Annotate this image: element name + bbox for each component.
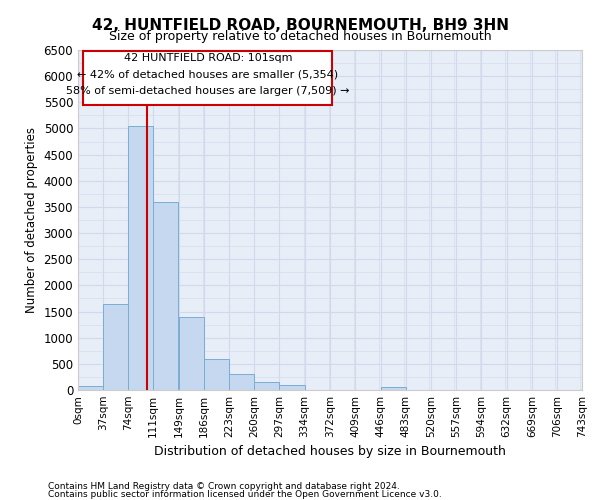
Text: 58% of semi-detached houses are larger (7,509) →: 58% of semi-detached houses are larger (…: [66, 86, 350, 96]
Text: Size of property relative to detached houses in Bournemouth: Size of property relative to detached ho…: [109, 30, 491, 43]
Bar: [179, 317, 204, 390]
Bar: [103, 304, 128, 390]
Bar: [254, 382, 280, 390]
Bar: [153, 202, 178, 390]
Bar: [229, 374, 254, 390]
Y-axis label: Number of detached properties: Number of detached properties: [25, 127, 38, 313]
FancyBboxPatch shape: [83, 51, 332, 105]
Bar: [128, 126, 153, 390]
Bar: [204, 358, 229, 390]
Text: Contains public sector information licensed under the Open Government Licence v3: Contains public sector information licen…: [48, 490, 442, 499]
Text: 42 HUNTFIELD ROAD: 101sqm: 42 HUNTFIELD ROAD: 101sqm: [124, 54, 292, 64]
Text: 42, HUNTFIELD ROAD, BOURNEMOUTH, BH9 3HN: 42, HUNTFIELD ROAD, BOURNEMOUTH, BH9 3HN: [91, 18, 509, 32]
Text: Contains HM Land Registry data © Crown copyright and database right 2024.: Contains HM Land Registry data © Crown c…: [48, 482, 400, 491]
Bar: [280, 385, 305, 390]
Bar: [380, 388, 406, 390]
Text: ← 42% of detached houses are smaller (5,354): ← 42% of detached houses are smaller (5,…: [77, 70, 338, 80]
X-axis label: Distribution of detached houses by size in Bournemouth: Distribution of detached houses by size …: [154, 446, 506, 458]
Bar: [78, 386, 103, 390]
